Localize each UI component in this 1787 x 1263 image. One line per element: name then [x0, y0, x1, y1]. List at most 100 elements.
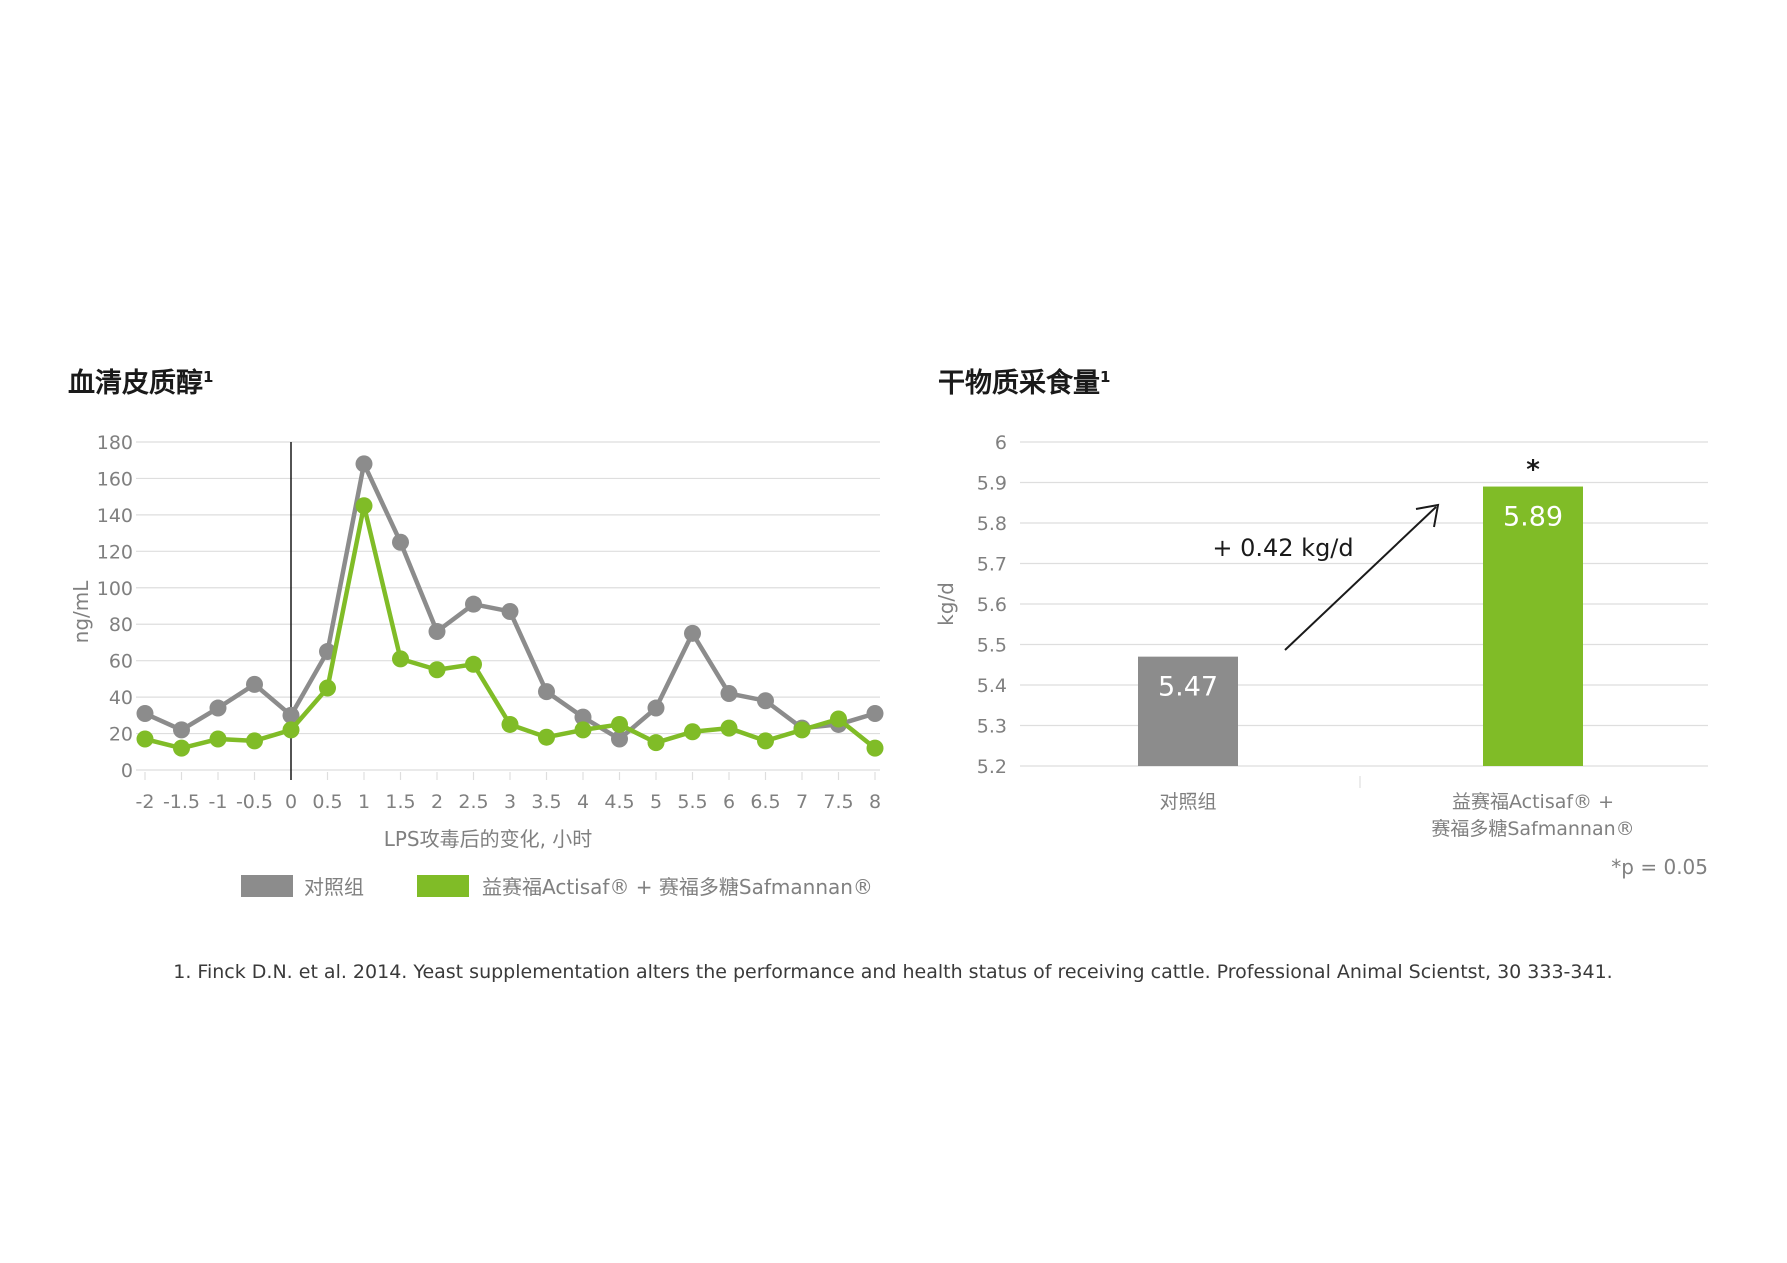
line-chart-x-tick-label: -1.5 — [163, 791, 200, 813]
line-chart-x-tick-label: 6.5 — [750, 791, 780, 813]
line-chart-y-tick-label: 60 — [109, 651, 133, 673]
data-point — [501, 715, 519, 733]
data-point — [282, 721, 300, 739]
line-chart-x-tick-label: 0 — [285, 791, 297, 813]
line-chart-y-tick-label: 100 — [97, 578, 133, 600]
legend-label-control: 对照组 — [304, 875, 364, 899]
data-point — [684, 624, 701, 642]
bar-rect — [1138, 656, 1238, 766]
significance-marker: * — [1526, 455, 1540, 485]
line-chart-x-tick-label: 4.5 — [604, 791, 634, 813]
line-chart-title: 血清皮质醇1 — [68, 367, 213, 399]
data-point — [173, 739, 190, 757]
data-point — [866, 705, 884, 723]
series-control — [136, 455, 884, 748]
line-chart-x-ticks: -2 -1.5 -1 -0.5 0 0.5 1 1.5 2 2.5 3 3.5 4 4.5 5 5.5 6 6.5… — [136, 772, 881, 813]
line-chart-x-tick-label: -0.5 — [236, 791, 273, 813]
line-chart-x-tick-label: 4 — [577, 791, 589, 813]
data-point — [574, 721, 592, 739]
data-point — [574, 708, 592, 726]
data-point — [866, 739, 884, 757]
bar-chart-y-tick-label: 5.4 — [977, 675, 1007, 697]
data-point — [209, 699, 227, 717]
bar-category-label: 对照组 — [1159, 791, 1216, 813]
data-point — [757, 692, 774, 710]
data-point — [830, 710, 847, 728]
series-line — [144, 503, 877, 751]
line-chart-y-tick-label: 40 — [109, 687, 133, 709]
bar-chart-title: 干物质采食量1 — [938, 367, 1110, 399]
difference-arrow — [1284, 503, 1440, 651]
line-chart-y-tick-label: 180 — [97, 432, 133, 454]
line-chart-x-tick-label: 5 — [650, 791, 662, 813]
line-chart-x-tick-label: 8 — [869, 791, 881, 813]
line-chart-x-tick-label: 3.5 — [531, 791, 561, 813]
data-point — [720, 719, 738, 737]
bar-chart-y-axis-label: kg/d — [934, 582, 958, 626]
bar-category-label: 赛福多糖Safmannan® — [1431, 818, 1634, 840]
data-point — [611, 730, 628, 748]
data-point — [282, 706, 300, 724]
bar-rect — [1483, 486, 1583, 766]
data-point — [246, 675, 263, 693]
bar-chart-y-tick-label: 5.3 — [977, 716, 1007, 738]
data-point — [793, 721, 811, 739]
legend-swatch-control — [241, 875, 293, 897]
data-point — [647, 734, 665, 752]
reference-footnote: 1. Finck D.N. et al. 2014. Yeast supplem… — [173, 961, 1612, 983]
data-point — [246, 732, 263, 750]
bar-category-label: 益赛福Actisaf® + — [1452, 791, 1614, 813]
data-point — [319, 679, 336, 697]
line-chart-x-tick-label: 2 — [431, 791, 443, 813]
line-chart-y-tick-label: 20 — [109, 724, 133, 746]
data-point — [392, 533, 409, 551]
legend-swatch-treatment — [417, 875, 469, 897]
line-chart-y-tick-label: 120 — [97, 541, 133, 563]
series-treatment — [136, 497, 884, 757]
bar-chart-y-ticks: 5.2 5.3 5.4 5.5 5.6 5.7 5.8 5.9 6 — [977, 432, 1007, 778]
data-point — [465, 655, 482, 673]
line-chart-x-tick-label: -2 — [136, 791, 155, 813]
bar-chart-bars: 5.47 对照组 5.89 益赛福Actisaf® + 赛福多糖Safmannan® — [1138, 486, 1635, 840]
data-point — [428, 661, 446, 679]
line-chart-x-tick-label: 7.5 — [823, 791, 853, 813]
line-chart-y-tick-label: 0 — [121, 760, 133, 782]
data-point — [757, 732, 774, 750]
data-point — [501, 602, 519, 620]
bar-treatment: 5.89 益赛福Actisaf® + 赛福多糖Safmannan® — [1431, 486, 1635, 840]
bar-chart-y-tick-label: 5.7 — [977, 554, 1007, 576]
line-chart-x-tick-label: 3 — [504, 791, 516, 813]
line-chart-x-axis-label: LPS攻毒后的变化, 小时 — [384, 827, 593, 851]
bar-chart-y-tick-label: 6 — [995, 432, 1007, 454]
bar-chart-y-tick-label: 5.5 — [977, 635, 1007, 657]
data-point — [136, 705, 154, 723]
bar-control: 5.47 对照组 — [1138, 656, 1238, 813]
data-point — [209, 730, 227, 748]
data-point — [355, 497, 373, 515]
line-chart-gridlines — [136, 441, 880, 771]
line-chart-x-tick-label: 2.5 — [458, 791, 488, 813]
bar-chart-y-tick-label: 5.2 — [977, 756, 1007, 778]
line-chart-y-tick-label: 160 — [97, 468, 133, 490]
bar-value-label: 5.47 — [1158, 672, 1218, 703]
bar-chart-gridlines — [1020, 441, 1708, 767]
bar-chart-dmi: 干物质采食量1 5.2 5.3 5.4 5.5 5.6 5.7 5.8 5.9 6 5.47 对照… — [934, 367, 1708, 879]
line-chart-x-tick-label: 1.5 — [385, 791, 415, 813]
line-chart-x-tick-label: 5.5 — [677, 791, 707, 813]
line-chart-y-ticks: 0 20 40 60 80 100 120 140 160 180 — [97, 432, 133, 782]
data-point — [136, 730, 154, 748]
line-chart-y-tick-label: 80 — [109, 614, 133, 636]
line-chart-x-tick-label: 6 — [723, 791, 735, 813]
bar-chart-y-tick-label: 5.8 — [977, 513, 1007, 535]
line-chart-y-axis-label: ng/mL — [69, 580, 93, 644]
line-chart-x-tick-label: 1 — [358, 791, 370, 813]
bar-chart-y-tick-label: 5.6 — [977, 594, 1007, 616]
data-point — [538, 683, 555, 701]
line-chart-legend: 对照组 益赛福Actisaf® + 赛福多糖Safmannan® — [241, 875, 873, 899]
line-chart-series — [136, 455, 884, 757]
data-point — [355, 455, 373, 473]
data-point — [428, 623, 446, 641]
line-chart-x-tick-label: 7 — [796, 791, 808, 813]
data-point — [720, 684, 738, 702]
